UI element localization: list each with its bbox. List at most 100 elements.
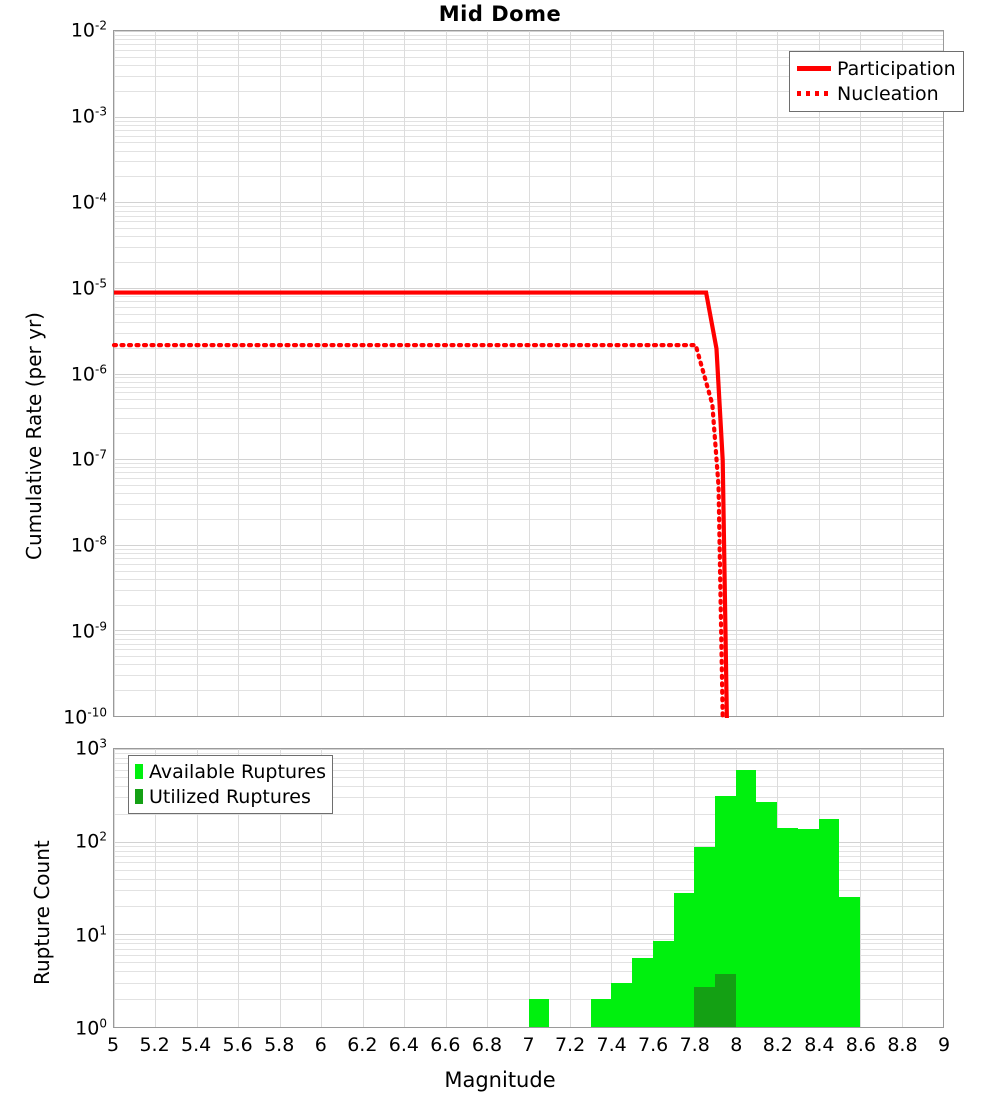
gridline-vertical <box>404 31 406 716</box>
histogram-bar <box>756 802 778 1027</box>
grid-top <box>114 31 943 716</box>
histogram-bar <box>735 769 757 1027</box>
dotted-line-icon <box>797 91 831 96</box>
cumulative-rate-axes <box>111 30 944 721</box>
top-legend: Participation Nucleation <box>789 51 964 112</box>
x-tick-label: 9 <box>937 1034 951 1056</box>
x-tick-label: 6.2 <box>347 1034 378 1056</box>
y-tick-label: 10-6 <box>70 361 107 386</box>
histogram-bar <box>839 897 861 1027</box>
gridline-vertical <box>196 31 198 716</box>
x-tick-label: 7.6 <box>638 1034 669 1056</box>
gridline-vertical <box>818 31 820 716</box>
legend-item-utilized: Utilized Ruptures <box>135 784 326 809</box>
y-tick-label: 10-2 <box>70 18 107 42</box>
gridline-vertical <box>321 31 323 716</box>
x-tick-label: 6.4 <box>388 1034 419 1056</box>
gridline-vertical <box>445 31 447 716</box>
y-tick-label: 10-5 <box>70 275 107 300</box>
gridline-vertical <box>569 31 571 716</box>
x-tick-label: 5.4 <box>180 1034 212 1056</box>
page-title: Mid Dome <box>438 2 562 26</box>
participation-curve <box>114 290 729 719</box>
histogram-bars <box>114 749 943 1027</box>
gridline-vertical <box>569 749 571 1027</box>
gridline-vertical <box>279 31 281 716</box>
x-tick-label: 5 <box>106 1034 120 1056</box>
gridline-vertical <box>860 749 862 1027</box>
histogram-bar <box>611 982 633 1027</box>
y-tick-label: 10-7 <box>70 447 107 472</box>
x-tick-label: 7.2 <box>554 1034 586 1056</box>
gridline-vertical <box>238 749 240 1027</box>
legend-label-nucleation: Nucleation <box>837 82 939 105</box>
gridline-vertical <box>652 749 654 1027</box>
y-tick-label: 101 <box>75 922 107 947</box>
x-tick-label: 8.4 <box>804 1034 835 1056</box>
gridline-vertical <box>362 749 364 1027</box>
bottom-legend: Available Ruptures Utilized Ruptures <box>128 755 333 814</box>
top-y-axis-title: Cumulative Rate (per yr) <box>22 312 46 560</box>
x-axis-title: Magnitude <box>444 1068 556 1092</box>
bottom-y-axis-title: Rupture Count <box>30 840 54 985</box>
gridline-vertical <box>487 749 489 1027</box>
gridline-vertical <box>196 749 198 1027</box>
legend-item-available: Available Ruptures <box>135 759 326 784</box>
histogram-bar-utilized <box>694 986 716 1027</box>
legend-item-participation: Participation <box>797 56 956 81</box>
gridline-vertical <box>528 31 530 716</box>
gridline-vertical <box>238 31 240 716</box>
histogram-bar <box>818 819 840 1027</box>
gridline-vertical <box>694 31 696 716</box>
x-tick-label: 5.2 <box>139 1034 170 1056</box>
gridline-vertical <box>445 749 447 1027</box>
gridline-vertical <box>404 749 406 1027</box>
solid-line-icon <box>797 66 831 71</box>
gridline-vertical <box>279 749 281 1027</box>
gridline-vertical <box>860 31 862 716</box>
gridline-vertical <box>362 31 364 716</box>
legend-item-nucleation: Nucleation <box>797 81 956 106</box>
x-tick-label: 8.8 <box>887 1034 918 1056</box>
grid-bottom <box>114 749 943 1027</box>
gridline-vertical <box>155 31 157 716</box>
y-tick-label: 10-4 <box>70 190 107 214</box>
y-tick-label: 10-3 <box>70 104 107 128</box>
y-tick-label: 10-9 <box>70 619 107 643</box>
gridline-vertical <box>114 749 115 1027</box>
gridline-vertical <box>611 749 613 1027</box>
x-tick-label: 5.6 <box>222 1034 253 1056</box>
top-y-tick-labels: 10-2 10-3 10-4 10-5 10-6 10-7 10-8 10-9 10-10 <box>3 18 107 728</box>
bottom-y-tick-labels: 103 102 101 100 <box>3 736 107 1039</box>
histogram-bar <box>797 828 819 1027</box>
histogram-bar <box>777 828 798 1027</box>
x-tick-label: 7.4 <box>596 1034 627 1056</box>
x-tick-label: 5.8 <box>264 1034 295 1056</box>
histogram-bar <box>715 796 736 1027</box>
gridline-vertical <box>114 31 115 716</box>
x-tick-label: 6 <box>314 1034 327 1056</box>
gridline-vertical <box>155 749 157 1027</box>
gridline-vertical <box>321 749 323 1027</box>
x-tick-label: 7 <box>522 1034 535 1056</box>
histogram-bar <box>694 846 716 1027</box>
x-tick-label: 7.8 <box>679 1034 710 1056</box>
histogram-bar <box>528 999 550 1027</box>
utilized-color-icon <box>135 789 143 804</box>
gridline-vertical <box>901 749 903 1027</box>
y-tick-label: 103 <box>75 736 107 760</box>
y-tick-label: 102 <box>75 829 107 853</box>
gridline-vertical <box>652 31 654 716</box>
histogram-bar <box>652 940 674 1027</box>
legend-label-available: Available Ruptures <box>149 760 326 783</box>
x-tick-label: 8.6 <box>845 1034 876 1056</box>
y-tick-label: 10-8 <box>70 533 107 557</box>
gridline-vertical <box>528 749 530 1027</box>
x-tick-label: 8 <box>730 1034 743 1056</box>
histogram-bar-utilized <box>715 973 736 1027</box>
available-color-icon <box>135 764 143 779</box>
nucleation-curve <box>111 342 725 721</box>
histogram-bar <box>632 958 653 1027</box>
x-tick-label: 6.8 <box>471 1034 503 1056</box>
